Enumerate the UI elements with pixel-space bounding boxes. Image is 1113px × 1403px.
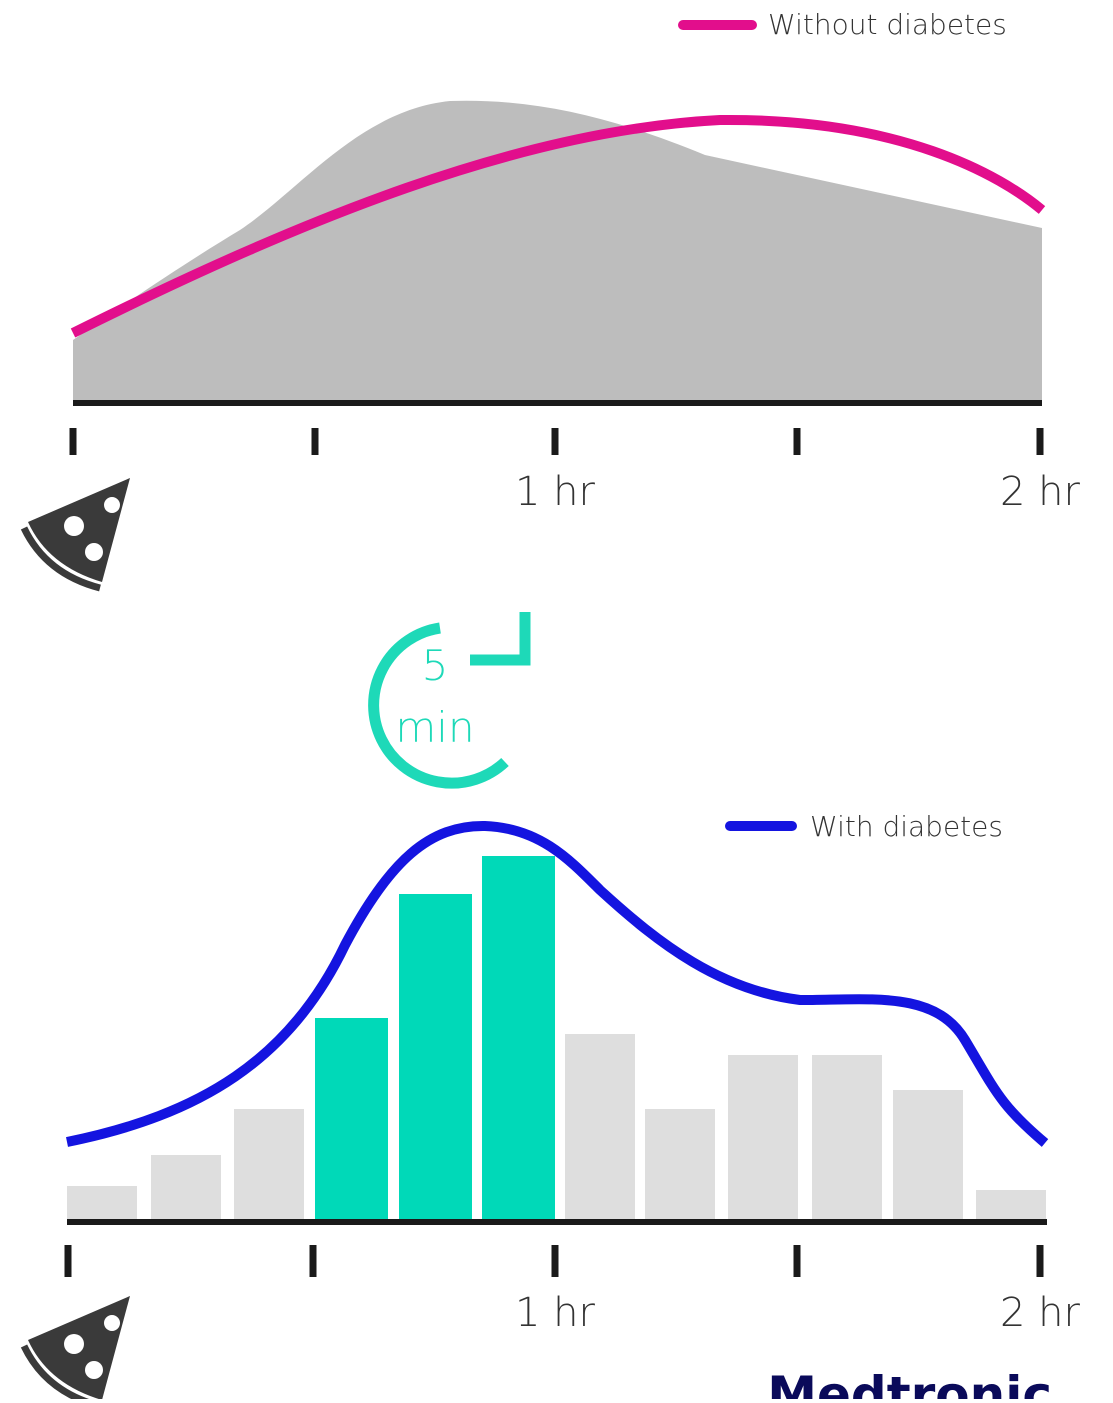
glucose-line [70, 114, 1046, 338]
brand: Medtronic [767, 1366, 1052, 1399]
readings [67, 856, 1046, 1222]
glucose-area [73, 100, 1042, 403]
interval-unit: min [395, 703, 474, 752]
legend-label: With diabetes [810, 810, 1003, 843]
bottom-panel: With diabetes 1 hr 2 hr [24, 810, 1081, 1399]
legend-label: Without diabetes [768, 8, 1007, 41]
cycle-arrow [470, 612, 531, 666]
interval-icon: 5 min [368, 612, 531, 789]
pizza-icon [24, 1296, 130, 1399]
pizza-icon [24, 478, 130, 588]
cycle-arc [368, 622, 509, 789]
ticks [69, 428, 1044, 455]
glucose-line [66, 820, 1049, 1147]
top-panel: Without diabetes 1 hr 2 hr [24, 8, 1081, 588]
tick-label: 2 hr [1000, 1290, 1081, 1336]
tick-label: 1 hr [515, 1290, 596, 1336]
tick-label: 2 hr [1000, 469, 1081, 515]
tick-label: 1 hr [515, 469, 596, 515]
ticks [64, 1245, 1044, 1277]
interval-number: 5 [422, 641, 449, 690]
